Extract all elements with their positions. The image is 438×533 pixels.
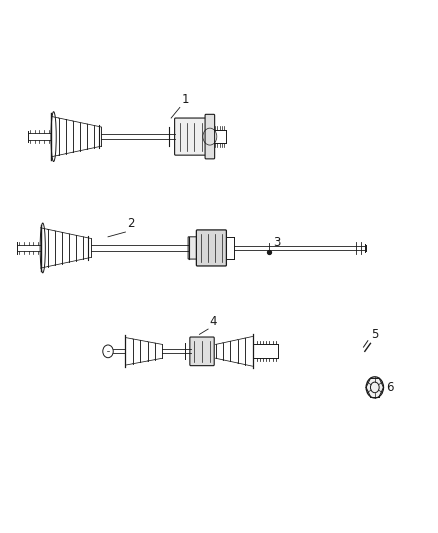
FancyBboxPatch shape — [190, 337, 214, 366]
Text: 1: 1 — [182, 93, 190, 107]
FancyBboxPatch shape — [188, 237, 198, 259]
Text: 3: 3 — [273, 236, 281, 249]
FancyBboxPatch shape — [196, 230, 226, 266]
Text: 2: 2 — [127, 217, 134, 230]
Text: 5: 5 — [371, 328, 379, 341]
Text: 4: 4 — [209, 315, 217, 328]
FancyBboxPatch shape — [205, 114, 215, 159]
FancyBboxPatch shape — [175, 118, 207, 155]
Text: 6: 6 — [386, 381, 393, 394]
Circle shape — [366, 377, 384, 398]
